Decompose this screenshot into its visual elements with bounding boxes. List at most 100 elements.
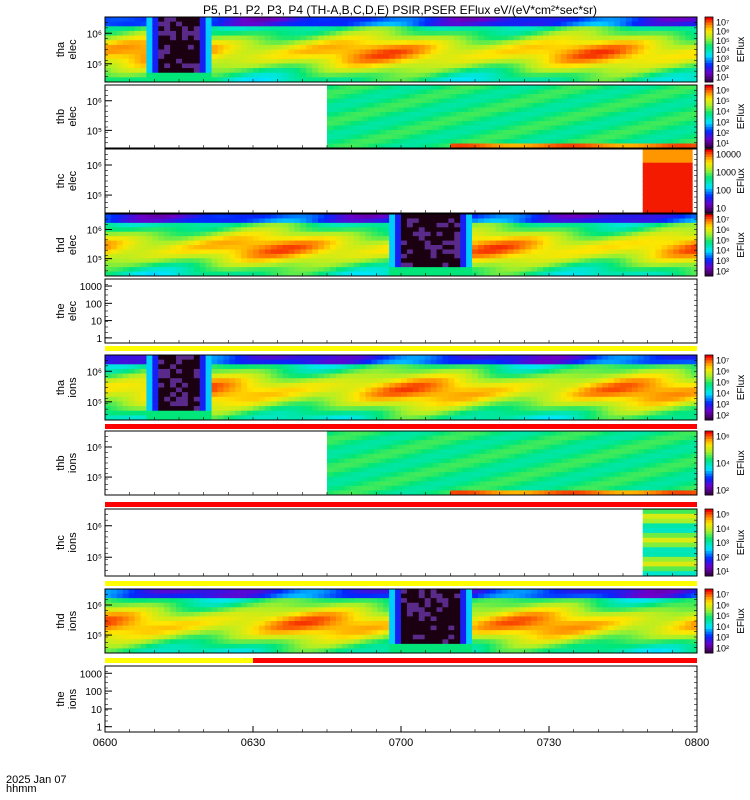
spectrogram-cell <box>531 214 538 219</box>
spectrogram-cell <box>484 54 491 59</box>
colorbar-tick-label: 10⁵ <box>716 36 730 46</box>
spectrogram-cell <box>638 22 645 27</box>
spectrogram-cell <box>627 85 633 90</box>
spectrogram-cell <box>472 241 479 246</box>
spectrogram-cell <box>182 73 189 78</box>
spectrogram-cell <box>656 59 663 64</box>
spectrogram-cell <box>342 406 349 411</box>
spectrogram-cell <box>466 73 473 78</box>
spectrogram-cell <box>508 68 515 73</box>
spectrogram-cell <box>567 258 574 263</box>
spectrogram-cell <box>644 31 651 36</box>
spectrogram-cell <box>117 397 124 402</box>
spectrogram-cell <box>342 355 349 360</box>
spectrogram-cell <box>454 68 461 73</box>
spectrogram-cell <box>680 154 687 159</box>
spectrogram-cell <box>235 214 242 219</box>
spectrogram-cell <box>111 378 118 383</box>
spectrogram-cell <box>667 227 674 232</box>
spectrogram-cell <box>508 223 515 228</box>
spectrogram-cell <box>603 126 609 131</box>
spectrogram-cell <box>212 223 219 228</box>
spectrogram-cell <box>521 112 527 117</box>
spectrogram-cell <box>502 17 509 22</box>
spectrogram-cell <box>306 68 313 73</box>
spectrogram-cell <box>350 90 356 95</box>
spectrogram-cell <box>123 263 130 268</box>
spectrogram-cell <box>383 406 390 411</box>
spectrogram-cell <box>146 59 153 64</box>
spectrogram-cell <box>348 383 355 388</box>
spectrogram-cell <box>200 411 207 416</box>
spectrogram-cell <box>502 258 509 263</box>
spectrogram-cell <box>217 401 224 406</box>
spectrogram-cell <box>170 267 177 272</box>
colorbar-tick-label: 10³ <box>716 54 729 64</box>
spectrogram-cell <box>656 249 663 254</box>
spectrogram-cell <box>437 59 444 64</box>
spectrogram-cell <box>650 73 657 78</box>
spectrogram-cell <box>265 214 272 219</box>
spectrogram-cell <box>271 245 278 250</box>
spectrogram-cell <box>306 73 313 78</box>
spectrogram-cell <box>306 50 313 55</box>
spectrogram-cell <box>223 258 230 263</box>
spectrogram-cell <box>360 360 367 365</box>
spectrogram-cell <box>544 85 550 90</box>
spectrogram-cell <box>590 267 597 272</box>
spectrogram-cell <box>596 258 603 263</box>
spectrogram-cell <box>200 392 207 397</box>
spectrogram-cell <box>632 63 639 68</box>
spectrogram-cell <box>392 103 398 108</box>
spectrogram-cell <box>235 45 242 50</box>
spectrogram-cell <box>409 121 415 126</box>
spectrogram-cell <box>656 236 663 241</box>
spectrogram-cell <box>212 263 219 268</box>
spectrogram-cell <box>176 374 183 379</box>
spectrogram-cell <box>531 26 538 31</box>
spectrogram-cell <box>146 397 153 402</box>
spectrogram-cell <box>223 369 230 374</box>
spectrogram-cell <box>437 17 444 22</box>
spectrogram-cell <box>229 227 236 232</box>
spectrogram-cell <box>259 258 266 263</box>
spectrogram-cell <box>129 369 136 374</box>
spectrogram-cell <box>419 263 426 268</box>
spectrogram-cell <box>356 139 362 144</box>
spectrogram-cell <box>454 254 461 259</box>
spectrogram-cell <box>247 36 254 41</box>
spectrogram-cell <box>425 355 432 360</box>
spectrogram-cell <box>460 355 467 360</box>
spectrogram-cell <box>129 258 136 263</box>
spectrogram-cell <box>152 45 159 50</box>
spectrogram-cell <box>283 50 290 55</box>
spectrogram-cell <box>324 360 331 365</box>
spectrogram-cell <box>603 135 609 140</box>
spectrogram-cell <box>306 406 313 411</box>
spectrogram-cell <box>348 73 355 78</box>
spectrogram-cell <box>478 267 485 272</box>
spectrogram-cell <box>105 267 112 272</box>
spectrogram-cell <box>537 223 544 228</box>
spectrogram-cell <box>502 26 509 31</box>
spectrogram-cell <box>673 50 680 55</box>
spectrogram-cell <box>170 360 177 365</box>
spectrogram-cell <box>585 94 591 99</box>
spectrogram-cell <box>407 59 414 64</box>
spectrogram-cell <box>421 103 427 108</box>
spectrogram-cell <box>129 36 136 41</box>
spectrogram-cell <box>556 126 562 131</box>
spectrogram-cell <box>484 249 491 254</box>
spectrogram-cell <box>336 63 343 68</box>
spectrogram-cell <box>342 22 349 27</box>
spectrogram-cell <box>515 103 521 108</box>
spectrogram-cell <box>123 383 130 388</box>
spectrogram-cell <box>318 227 325 232</box>
spectrogram-cell <box>129 245 136 250</box>
spectrogram-cell <box>339 139 345 144</box>
spectrogram-cell <box>656 31 663 36</box>
spectrogram-cell <box>556 135 562 140</box>
spectrogram-cell <box>123 40 130 45</box>
spectrogram-cell <box>164 241 171 246</box>
spectrogram-cell <box>223 267 230 272</box>
